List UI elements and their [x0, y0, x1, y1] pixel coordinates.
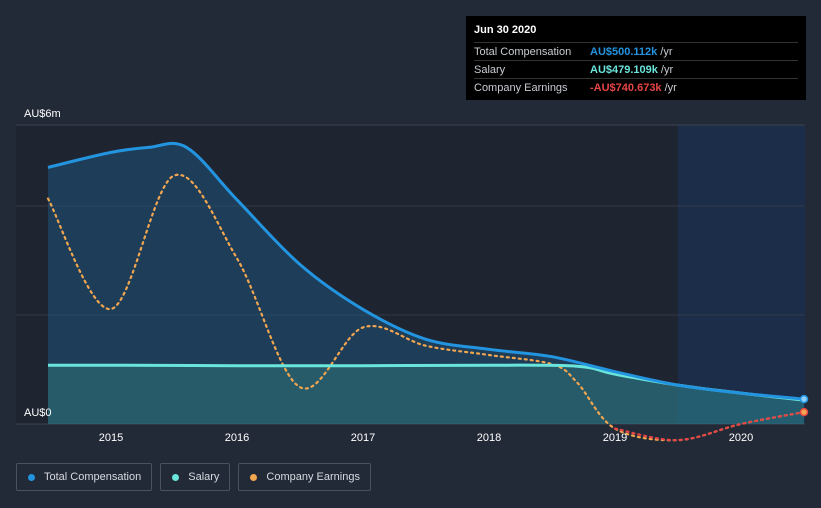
- x-tick-label: 2019: [603, 432, 627, 444]
- tooltip-row-salary: Salary AU$479.109k /yr: [474, 60, 798, 78]
- legend-item-company-earnings[interactable]: Company Earnings: [238, 463, 371, 491]
- total-compensation-area: [48, 143, 804, 424]
- y-tick-bottom: AU$0: [24, 407, 52, 419]
- x-axis-ticks: 2015 2016 2017 2018 2019 2020: [99, 432, 753, 444]
- tooltip-label: Salary: [474, 63, 506, 76]
- tooltip-row-company-earnings: Company Earnings -AU$740.673k /yr: [474, 78, 798, 96]
- chart: AU$6m AU$0 2015 2016 2017 2018 2019 2020: [16, 108, 809, 444]
- tooltip-value: AU$500.112k: [590, 45, 658, 58]
- tooltip-unit: /yr: [664, 81, 677, 94]
- company-earnings-negative-line: [613, 411, 806, 442]
- forecast-region: [678, 125, 805, 424]
- legend-item-salary[interactable]: Salary: [160, 463, 231, 491]
- x-tick-label: 2016: [225, 432, 249, 444]
- x-tick-label: 2020: [729, 432, 753, 444]
- tooltip-date: Jun 30 2020: [474, 24, 537, 36]
- tooltip-value: AU$479.109k: [590, 63, 658, 76]
- legend-dot-icon: [250, 473, 258, 481]
- tooltip-label: Company Earnings: [474, 81, 568, 94]
- tooltip-value: -AU$740.673k: [590, 81, 662, 94]
- legend-label: Total Compensation: [44, 471, 142, 483]
- salary-area: [48, 365, 804, 424]
- legend-label: Salary: [188, 471, 220, 483]
- y-tick-top: AU$6m: [24, 108, 61, 120]
- total-compensation-endpoint: [799, 394, 809, 404]
- legend-label: Company Earnings: [266, 471, 360, 483]
- x-tick-label: 2018: [477, 432, 501, 444]
- x-tick-label: 2015: [99, 432, 123, 444]
- company-earnings-line: [46, 173, 806, 442]
- tooltip-row-total-compensation: Total Compensation AU$500.112k /yr: [474, 42, 798, 60]
- legend-dot-icon: [172, 473, 180, 481]
- x-tick-label: 2017: [351, 432, 375, 444]
- total-compensation-line: [47, 141, 805, 401]
- tooltip: Jun 30 2020 Total Compensation AU$500.11…: [466, 16, 806, 100]
- legend-item-total-compensation[interactable]: Total Compensation: [16, 463, 153, 491]
- company-earnings-endpoint: [799, 407, 809, 417]
- legend: Total Compensation Salary Company Earnin…: [16, 463, 371, 491]
- tooltip-unit: /yr: [660, 45, 673, 58]
- tooltip-unit: /yr: [660, 63, 674, 76]
- legend-dot-icon: [28, 473, 35, 481]
- tooltip-label: Total Compensation: [474, 45, 572, 58]
